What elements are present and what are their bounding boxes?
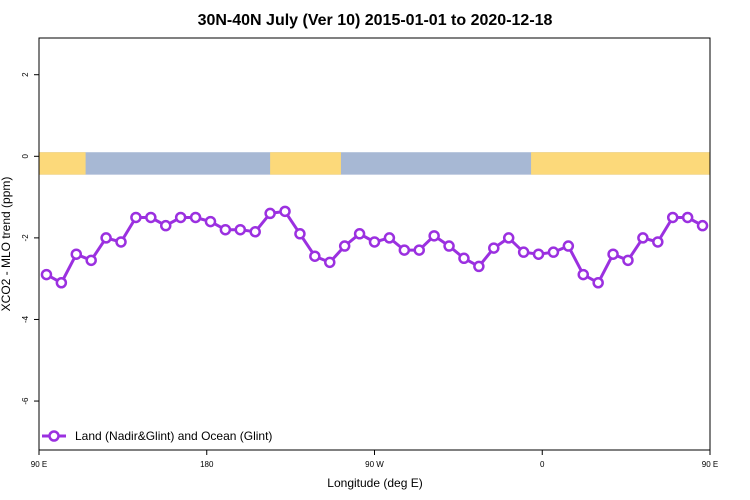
data-point: [666, 211, 679, 224]
data-point: [607, 248, 619, 260]
y-tick-label: -4: [21, 315, 30, 323]
series-layer: [40, 205, 709, 289]
legend: Land (Nadir&Glint) and Ocean (Glint): [42, 429, 272, 443]
data-point: [383, 232, 396, 244]
data-point: [368, 236, 381, 248]
data-point: [398, 244, 411, 256]
data-point: [473, 260, 485, 273]
y-tick-label: -6: [21, 397, 30, 405]
data-point: [577, 268, 590, 281]
data-point: [502, 232, 515, 244]
data-point: [428, 230, 440, 242]
legend-marker: [48, 430, 60, 442]
data-point: [204, 215, 217, 228]
data-point: [70, 248, 83, 260]
data-point: [338, 240, 351, 252]
chart-title: 30N-40N July (Ver 10) 2015-01-01 to 2020…: [198, 12, 553, 29]
data-point: [309, 250, 321, 262]
data-point: [189, 211, 202, 224]
data-point: [234, 223, 247, 236]
data-point: [681, 211, 694, 224]
data-point: [294, 228, 306, 240]
y-tick-label: 2: [21, 72, 30, 77]
data-point: [517, 246, 530, 258]
x-tick-label: 180: [200, 460, 214, 469]
x-axis: 90 E 180 90 W 0 90 E: [31, 450, 718, 469]
data-point: [622, 254, 634, 267]
data-point: [592, 277, 604, 289]
x-tick-label: 90 E: [31, 460, 47, 469]
x-tick-label: 90 W: [365, 460, 384, 469]
data-point: [130, 211, 142, 224]
data-point: [145, 211, 157, 224]
data-point: [115, 236, 127, 248]
data-point: [488, 242, 500, 254]
x-tick-label: 90 E: [702, 460, 718, 469]
y-tick-label: -2: [21, 234, 30, 242]
data-point: [637, 232, 649, 244]
data-point: [174, 211, 187, 224]
y-axis-label: XCO2 - MLO trend (ppm): [0, 177, 13, 312]
data-point: [413, 244, 425, 256]
data-point: [652, 236, 664, 248]
data-point: [279, 205, 291, 218]
land-ocean-band: [39, 152, 710, 175]
data-point: [324, 256, 336, 269]
data-point: [85, 254, 97, 267]
land-segment: [270, 152, 341, 175]
data-point: [264, 207, 276, 220]
data-point: [159, 219, 172, 232]
land-segment: [531, 152, 710, 175]
data-point: [696, 219, 709, 232]
data-point: [562, 240, 575, 252]
data-point: [55, 277, 68, 289]
data-point: [249, 226, 261, 238]
x-tick-label: 0: [540, 460, 545, 469]
data-point: [547, 246, 560, 258]
legend-label: Land (Nadir&Glint) and Ocean (Glint): [75, 429, 272, 443]
y-tick-label: 0: [21, 154, 30, 159]
data-point: [532, 248, 545, 260]
data-point: [40, 268, 53, 281]
data-point: [100, 232, 112, 244]
data-point: [219, 223, 232, 236]
x-axis-label: Longitude (deg E): [327, 476, 422, 490]
plot-area: [38, 37, 711, 451]
data-point: [353, 228, 366, 240]
data-point: [443, 240, 455, 252]
y-axis: 2 0 -2 -4 -6: [21, 72, 39, 405]
land-segment: [39, 152, 86, 175]
data-point: [458, 252, 470, 265]
